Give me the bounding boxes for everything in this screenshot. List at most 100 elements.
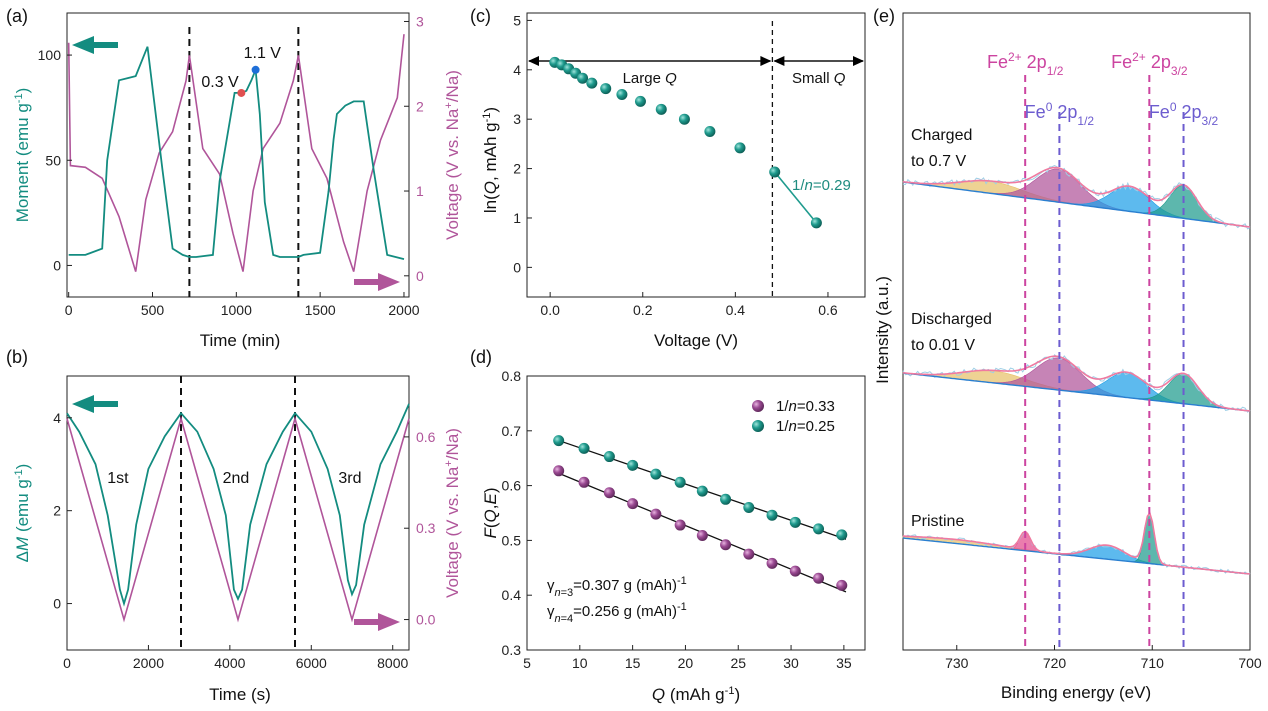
- panel-d-x-tick-label: 15: [625, 655, 641, 671]
- panel-d-point: [696, 529, 708, 541]
- panel-d: (d) 5 10 15 20 25 30 35 0.3 0.4 0.5 0.6 0.7 0.8 1/n…: [470, 347, 866, 704]
- panel-d-label: (d): [470, 347, 492, 367]
- panel-c-point: [577, 72, 589, 84]
- panel-d-y-tick-label: 0.6: [502, 478, 522, 494]
- panel-a-annotations: 0.3 V 1.1 V: [201, 45, 281, 97]
- panel-c-y-tick-label: 4: [513, 62, 521, 78]
- panel-d-point: [813, 523, 825, 535]
- panel-c-label: (c): [470, 6, 491, 26]
- panel-a-left-arrow-icon: [72, 36, 118, 54]
- panel-a-y-tick-label: 50: [45, 152, 61, 168]
- panel-e-spectra: [902, 165, 1251, 575]
- panel-c-y-tick-label: 3: [513, 111, 521, 127]
- panel-e-baseline: [902, 181, 1251, 228]
- panel-d-x-tick-label: 10: [572, 655, 588, 671]
- legend-marker-033: [752, 400, 764, 412]
- panel-a-x-tick-label: 0: [65, 302, 73, 318]
- panel-c-region-label: Small Q: [792, 70, 846, 87]
- panel-c-region-label: Large Q: [623, 70, 678, 87]
- panel-d-point: [553, 465, 565, 477]
- panel-e: (e) Fe2+ 2p1/2 Fe0 2p1/2 Fe2+ 2p3/2 Fe0 2p3…: [873, 6, 1262, 702]
- panel-a-frame: [66, 12, 410, 298]
- panel-c-y-label: ln(Q, mAh g-1): [481, 107, 500, 213]
- panel-c-x-tick-label: 0.0: [540, 302, 560, 318]
- panel-a-marker-1-1v: [251, 65, 260, 74]
- panel-c-x-label: Voltage (V): [654, 331, 738, 350]
- panel-b-x-tick-label: 0: [63, 655, 71, 671]
- panel-a-y-tick-label: 0: [53, 257, 61, 273]
- panel-d-fit-lines: [554, 438, 847, 593]
- panel-b-y-tick-label: 0: [53, 596, 61, 612]
- panel-e-spectrum-labels: Charged to 0.7 V Discharged to 0.01 V Pristi…: [911, 127, 992, 530]
- panel-a-y2-ticks: 0 1 2 3: [404, 13, 424, 284]
- panel-b-frame: [66, 375, 410, 651]
- panel-d-x-label: Q (mAh g-1): [652, 685, 740, 704]
- legend-marker-025: [752, 420, 764, 432]
- panel-d-point: [627, 498, 639, 510]
- panel-d-point: [578, 476, 590, 488]
- panel-c-x-tick-label: 0.2: [633, 302, 653, 318]
- panel-b-x-tick-label: 8000: [377, 655, 408, 671]
- panel-d-y-tick-label: 0.4: [502, 587, 522, 603]
- panel-e-x-tick-label: 730: [945, 655, 969, 671]
- panel-c-small-q-fit: [774, 171, 818, 224]
- panel-c-y-tick-label: 5: [513, 12, 521, 28]
- panel-d-legend: 1/n=0.33 1/n=0.25: [752, 398, 835, 435]
- panel-a-voltage-curve: [67, 34, 405, 272]
- panel-e-baseline: [902, 372, 1251, 412]
- panel-d-point: [720, 493, 732, 505]
- panel-e-envelope: [902, 166, 1251, 228]
- panel-c-point: [810, 217, 822, 229]
- panel-c-point: [769, 166, 781, 178]
- panel-d-point: [603, 451, 615, 463]
- panel-a-x-label: Time (min): [200, 331, 281, 350]
- panel-c-frame: [526, 12, 866, 298]
- panel-e-spectrum-label: Pristine: [911, 513, 964, 530]
- panel-b-voltage-curve: [66, 415, 410, 623]
- panel-b-y2-tick-label: 0.3: [416, 520, 436, 536]
- panel-d-gamma4: γn=4=0.256 g (mAh)-1: [547, 601, 687, 625]
- panel-d-points: [553, 435, 848, 591]
- panel-d-point: [813, 572, 825, 584]
- panel-a-moment-curve: [68, 46, 405, 260]
- panel-b: (b) 0 2000 4000 6000 8000 0 2 4 0.0 0.3 0.6 1st 2…: [6, 347, 462, 704]
- panel-d-point: [674, 476, 686, 488]
- panel-d-y-tick-label: 0.3: [502, 642, 522, 658]
- panel-a-x-tick-label: 500: [141, 302, 165, 318]
- panel-e-spectrum-label-line2: to 0.7 V: [911, 153, 966, 170]
- panel-d-y-tick-label: 0.5: [502, 532, 522, 548]
- panel-e-spectrum-label: Discharged: [911, 311, 992, 328]
- panel-e-reference-lines: Fe2+ 2p1/2 Fe0 2p1/2 Fe2+ 2p3/2 Fe0 2p3/2: [987, 50, 1219, 650]
- panel-d-x-tick-label: 5: [523, 655, 531, 671]
- panel-d-y-tick-label: 0.8: [502, 368, 522, 384]
- panel-b-cycle-label: 2nd: [223, 470, 250, 487]
- panel-b-x-ticks: 0 2000 4000 6000 8000: [63, 645, 408, 671]
- panel-b-y2-ticks: 0.0 0.3 0.6: [404, 429, 436, 628]
- panel-b-cycle-labels: 1st 2nd 3rd: [107, 470, 361, 487]
- panel-e-line-label: Fe2+ 2p1/2: [987, 50, 1064, 78]
- panel-b-y2-tick-label: 0.6: [416, 429, 436, 445]
- panel-c-x-tick-label: 0.6: [818, 302, 838, 318]
- panel-d-point: [650, 508, 662, 520]
- panel-d-point: [696, 485, 708, 497]
- panel-d-y-ticks: 0.3 0.4 0.5 0.6 0.7 0.8: [502, 368, 532, 658]
- panel-d-point: [743, 548, 755, 560]
- panel-b-delta-m-curve: [66, 403, 410, 607]
- panel-c-y-tick-label: 2: [513, 161, 521, 177]
- panel-a: (a) 0 500 1000 1500 2000 0 50 100 0 1 2 3 0.3 V 1.…: [6, 6, 462, 350]
- panel-c-arrow-head-right-icon: [760, 56, 772, 66]
- legend-label-025: 1/n=0.25: [776, 418, 835, 435]
- panel-c-point: [634, 95, 646, 107]
- panel-a-y-label: Moment (emu g-1): [13, 88, 32, 223]
- panel-d-x-tick-label: 35: [836, 655, 852, 671]
- panel-d-point: [578, 442, 590, 454]
- panel-d-y-tick-label: 0.7: [502, 423, 522, 439]
- panel-e-line-label: Fe2+ 2p3/2: [1111, 50, 1188, 78]
- panel-c-x-ticks: 0.0 0.2 0.4 0.6: [540, 292, 838, 318]
- panel-a-right-arrow-icon: [354, 273, 400, 291]
- panel-c-point: [616, 88, 628, 100]
- panel-d-point: [603, 487, 615, 499]
- panel-e-x-tick-label: 720: [1043, 655, 1067, 671]
- panel-a-y2-tick-label: 0: [416, 268, 424, 284]
- panel-d-point: [720, 539, 732, 551]
